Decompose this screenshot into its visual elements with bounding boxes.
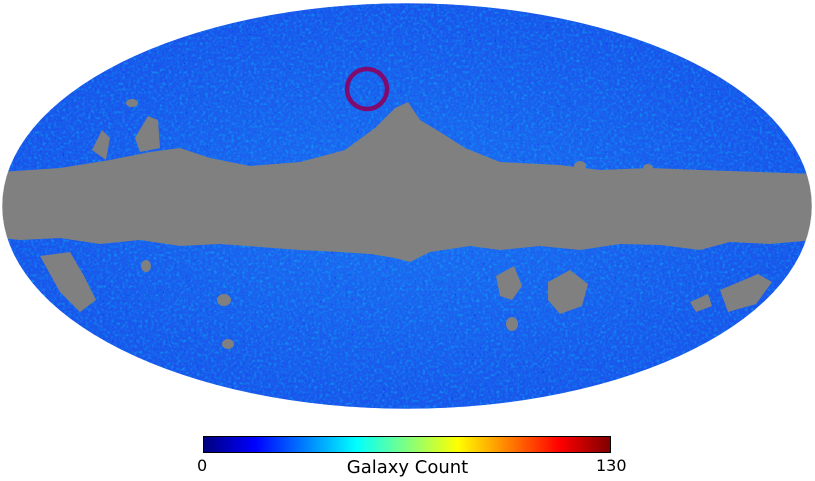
- mask-blob: [643, 164, 653, 172]
- mask-blob: [222, 339, 234, 349]
- sky-map: [1, 2, 813, 410]
- colorbar-title: Galaxy Count: [346, 457, 469, 478]
- galactic-plane-mask: [2, 102, 812, 262]
- mask-blob: [506, 317, 518, 331]
- mask-blob: [126, 99, 138, 107]
- mask-blob: [141, 260, 151, 272]
- mask-blob: [135, 116, 160, 152]
- mask-blob: [548, 270, 588, 314]
- colorbar: [203, 436, 611, 453]
- highlight-circle: [344, 66, 390, 112]
- mask-blob: [217, 294, 231, 306]
- mask-blob: [92, 130, 110, 160]
- mask-blob: [40, 252, 96, 312]
- mask-blob: [720, 274, 772, 312]
- mask-blob: [574, 161, 586, 171]
- mask-blob: [496, 266, 522, 300]
- colorbar-min-label: 0: [197, 456, 208, 475]
- colorbar-max-label: 130: [596, 456, 627, 475]
- mask-blob: [690, 294, 712, 312]
- map-boundary: [1, 2, 813, 410]
